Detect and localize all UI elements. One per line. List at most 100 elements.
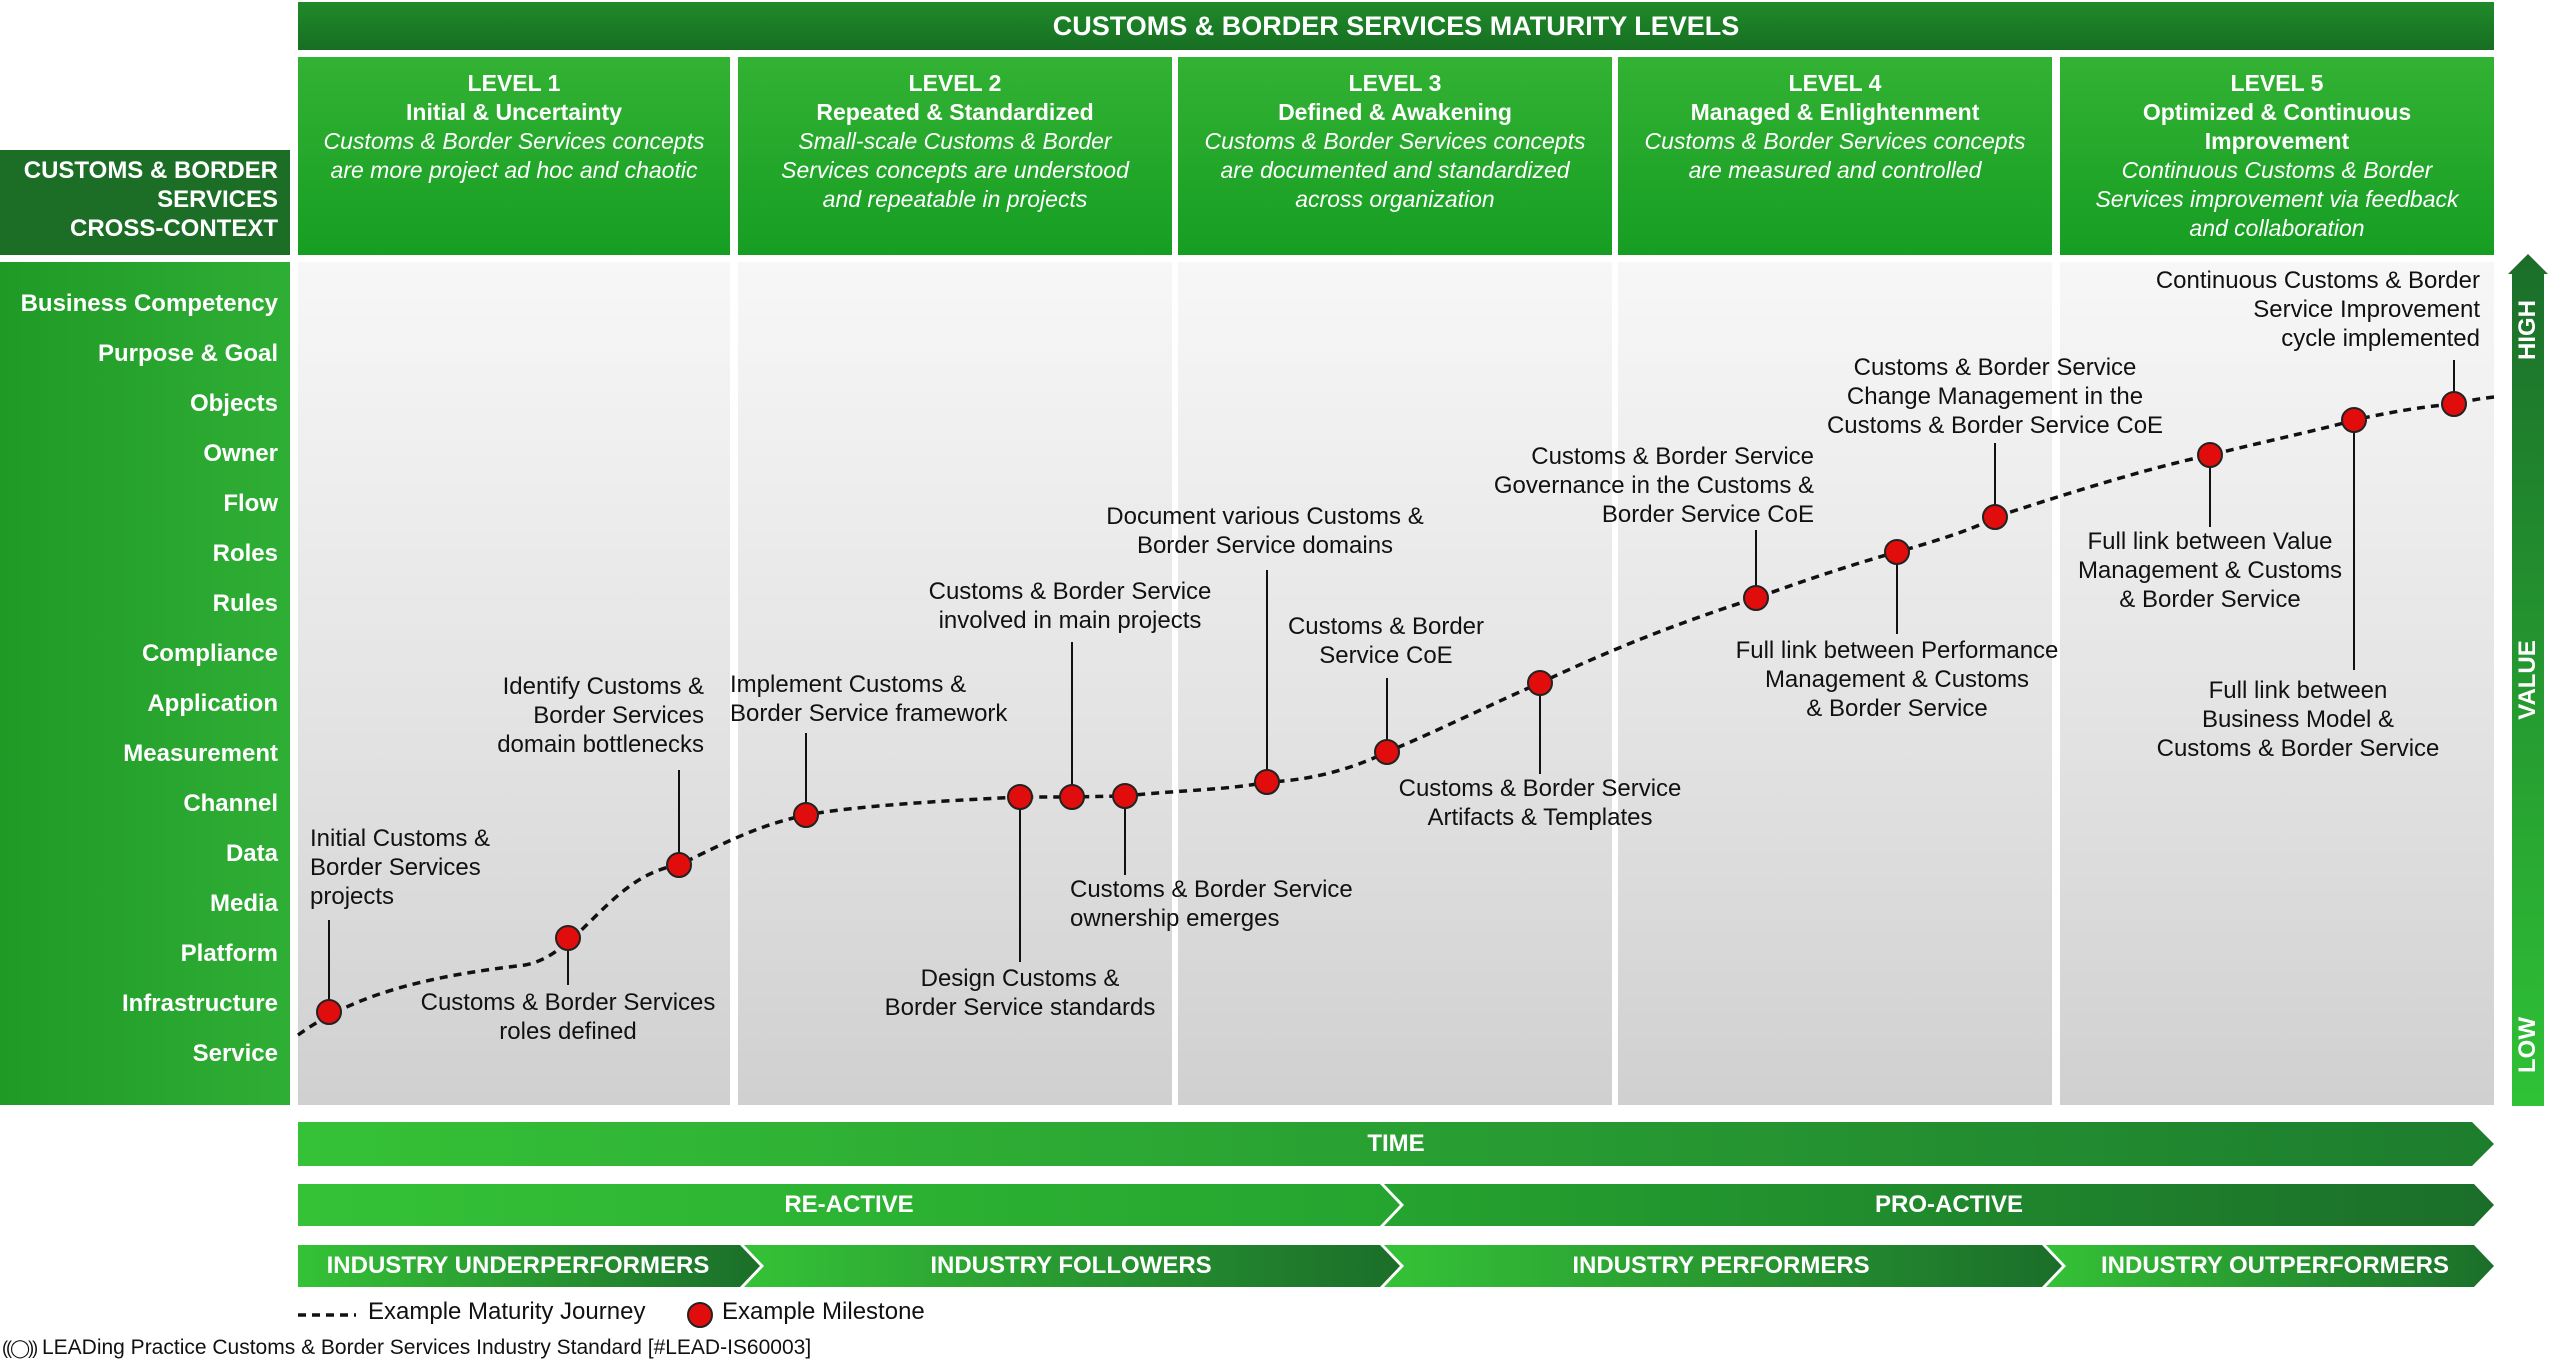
reactive-label: RE-ACTIVE: [784, 1191, 914, 1218]
milestone-label-m9: Customs & Border Service CoE: [1287, 613, 1485, 669]
row-objects: Objects: [189, 390, 278, 417]
level-1-desc-2: are more project ad hoc and chaotic: [330, 157, 698, 183]
milestone-m3: [666, 852, 692, 878]
level-3-desc-3: across organization: [1295, 186, 1495, 212]
milestone-label-m3: Identify Customs & Border Services domain …: [497, 673, 704, 758]
level-1-column: [298, 262, 730, 1105]
level-3-header: LEVEL 3 Defined & Awakening Customs & Bo…: [1178, 57, 1612, 255]
milestone-m5: [1007, 784, 1033, 810]
stance-arrows: [298, 1184, 2494, 1226]
milestone-m9: [1374, 739, 1400, 765]
row-rules: Rules: [212, 590, 278, 617]
level-4-desc-2: are measured and controlled: [1688, 157, 1982, 183]
milestone-label-m16: Continuous Customs & Border Service Impro…: [2155, 267, 2480, 352]
value-axis-arrow: [2508, 254, 2548, 1106]
milestone-label-m15: Full link between Business Model & Customs…: [2156, 677, 2440, 762]
milestone-label-m11: Customs & Border Service Governance in th…: [1493, 443, 1814, 528]
milestone-label-m4: Implement Customs & Border Service framew…: [730, 671, 1008, 727]
row-owner: Owner: [203, 440, 278, 467]
cross-context-line1: CUSTOMS & BORDER: [23, 157, 278, 184]
level-5-name-2: Improvement: [2204, 128, 2350, 154]
row-roles: Roles: [212, 540, 278, 567]
maturity-levels-header: CUSTOMS & BORDER SERVICES MATURITY LEVEL…: [298, 2, 2494, 50]
footer: ((◯)) LEADing Practice Customs & Border …: [2, 1336, 811, 1360]
followers-arrow: [744, 1245, 1400, 1287]
row-platform: Platform: [180, 940, 278, 967]
level-4-header: LEVEL 4 Managed & Enlightenment Customs …: [1618, 57, 2052, 255]
level-5-header: LEVEL 5 Optimized & Continuous Improveme…: [2060, 57, 2494, 255]
level-3-number: LEVEL 3: [1348, 70, 1442, 96]
milestone-m12: [1884, 539, 1910, 565]
milestone-label-m1: Initial Customs & Border Services projects: [310, 825, 491, 910]
level-5-number: LEVEL 5: [2230, 70, 2324, 96]
level-1-name: Initial & Uncertainty: [406, 99, 622, 125]
performers-label: INDUSTRY PERFORMERS: [1572, 1252, 1870, 1279]
level-4-desc-1: Customs & Border Services concepts: [1644, 128, 2026, 154]
proactive-label: PRO-ACTIVE: [1874, 1191, 2023, 1218]
industry-arrows: [298, 1245, 2494, 1287]
outperformers-arrow: [2046, 1245, 2494, 1287]
time-label: TIME: [1367, 1130, 1425, 1157]
reactive-arrow: [298, 1184, 1400, 1226]
cross-context-box: CUSTOMS & BORDER SERVICES CROSS-CONTEXT: [0, 150, 290, 255]
milestone-m14: [2197, 442, 2223, 468]
milestone-m13: [1982, 504, 2008, 530]
level-4-number: LEVEL 4: [1788, 70, 1882, 96]
milestone-m4: [793, 802, 819, 828]
milestone-label-m14: Full link between Value Management & Cust…: [2077, 528, 2343, 613]
milestone-label-m12: Full link between Performance Management …: [1735, 637, 2059, 722]
footer-text: LEADing Practice Customs & Border Servic…: [41, 1336, 812, 1359]
milestone-m15: [2341, 407, 2367, 433]
milestone-m8: [1254, 769, 1280, 795]
level-2-column: [738, 262, 1172, 1105]
level-1-header: LEVEL 1 Initial & Uncertainty Customs & …: [298, 57, 730, 255]
level-2-desc-1: Small-scale Customs & Border: [798, 128, 1112, 154]
row-purpose-goal: Purpose & Goal: [97, 340, 278, 367]
cross-context-rows: Business Competency Purpose & Goal Objec…: [0, 262, 290, 1105]
milestone-m6: [1059, 784, 1085, 810]
milestone-label-m7: Customs & Border Service ownership emerge…: [1070, 876, 1353, 932]
level-5-desc-3: and collaboration: [2189, 215, 2365, 241]
legend-milestone-icon: [687, 1302, 713, 1328]
level-4-column: [1618, 262, 2052, 1105]
outperformers-label: INDUSTRY OUTPERFORMERS: [2100, 1252, 2450, 1279]
row-service: Service: [192, 1040, 278, 1067]
milestone-label-m2: Customs & Border Services roles defined: [420, 989, 716, 1045]
cross-context-line2: SERVICES: [157, 186, 278, 213]
level-5-column: [2060, 262, 2494, 1105]
row-measurement: Measurement: [123, 740, 278, 767]
level-2-desc-2: Services concepts are understood: [781, 157, 1129, 183]
level-4-name: Managed & Enlightenment: [1690, 99, 1980, 125]
level-2-desc-3: and repeatable in projects: [822, 186, 1088, 212]
level-2-number: LEVEL 2: [908, 70, 1002, 96]
level-2-header: LEVEL 2 Repeated & Standardized Small-sc…: [738, 57, 1172, 255]
level-2-name: Repeated & Standardized: [816, 99, 1094, 125]
milestone-m10: [1527, 670, 1553, 696]
milestone-label-m5: Design Customs & Border Service standards: [884, 965, 1156, 1021]
milestone-label-m10: Customs & Border Service Artifacts & Temp…: [1398, 775, 1682, 831]
legend-symbols: [298, 1302, 713, 1328]
row-infrastructure: Infrastructure: [121, 990, 278, 1017]
legend-milestone-label: Example Milestone: [722, 1298, 925, 1325]
milestone-label-m13: Customs & Border Service Change Managemen…: [1826, 354, 2164, 439]
legend-journey-label: Example Maturity Journey: [368, 1298, 646, 1325]
cross-context-line3: CROSS-CONTEXT: [69, 215, 278, 242]
row-media: Media: [209, 890, 278, 917]
milestone-m11: [1743, 585, 1769, 611]
followers-label: INDUSTRY FOLLOWERS: [930, 1252, 1212, 1279]
underperformers-arrow: [298, 1245, 760, 1287]
row-business-competency: Business Competency: [20, 290, 278, 317]
performers-arrow: [1384, 1245, 2062, 1287]
underperformers-label: INDUSTRY UNDERPERFORMERS: [326, 1252, 710, 1279]
time-arrow: [298, 1122, 2494, 1166]
level-5-desc-2: Services improvement via feedback: [2095, 186, 2459, 212]
row-channel: Channel: [183, 790, 278, 817]
row-data: Data: [225, 840, 278, 867]
milestone-m1: [316, 999, 342, 1025]
row-application: Application: [147, 690, 278, 717]
level-5-desc-1: Continuous Customs & Border: [2121, 157, 2433, 183]
milestone-label-m6: Customs & Border Service involved in main…: [928, 578, 1212, 634]
level-3-name: Defined & Awakening: [1278, 99, 1512, 125]
header-title: CUSTOMS & BORDER SERVICES MATURITY LEVEL…: [1052, 10, 1740, 41]
